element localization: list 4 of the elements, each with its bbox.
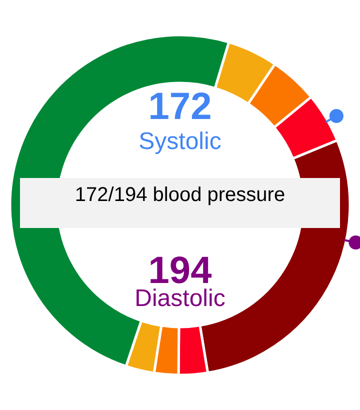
text: 172/194 blood pressure [74,184,286,207]
text: Diastolic [134,285,226,313]
text: 172 [147,86,213,129]
text: Systolic [138,128,222,156]
